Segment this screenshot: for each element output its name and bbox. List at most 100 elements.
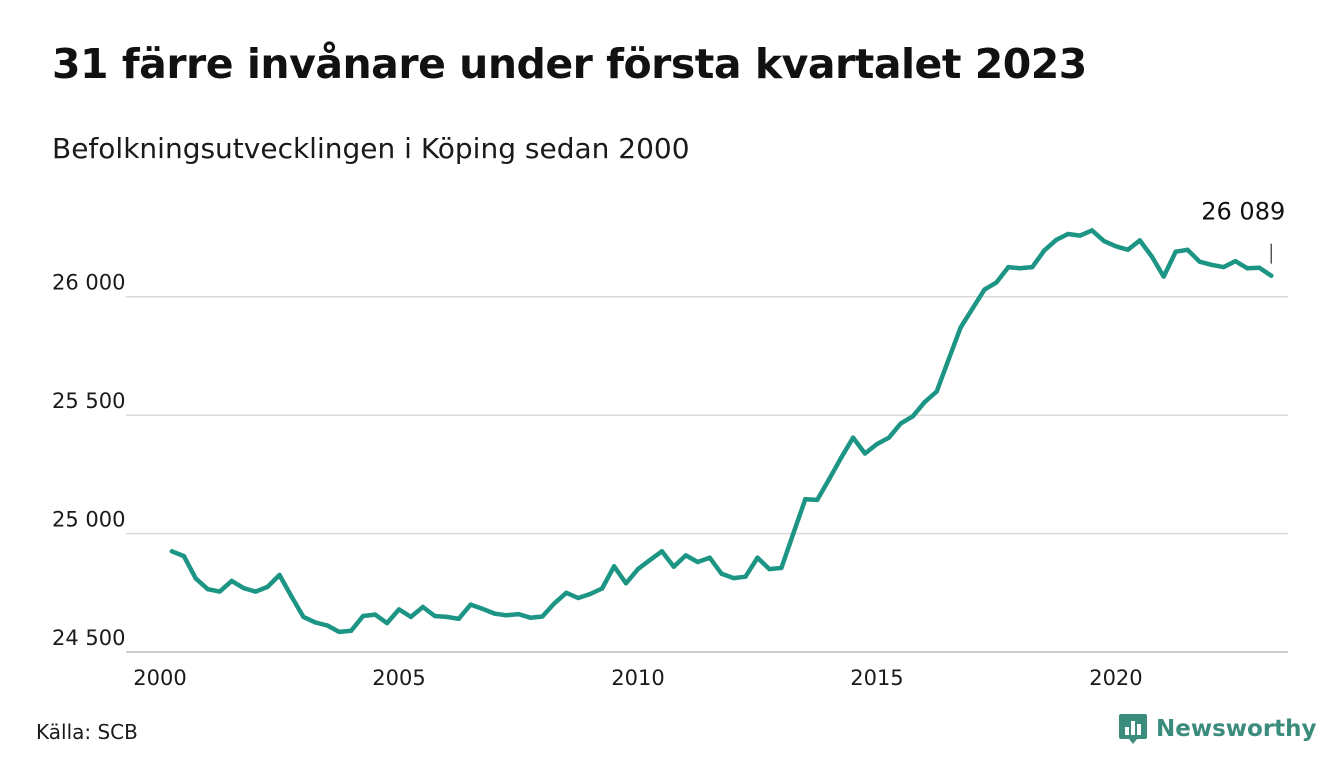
data-point (1113, 244, 1119, 249)
data-point (743, 574, 748, 579)
y-tick-label: 26 000 (52, 271, 125, 295)
data-point (1054, 237, 1059, 243)
data-point (707, 555, 712, 560)
data-point (552, 601, 557, 606)
data-point (564, 590, 569, 595)
data-point (838, 455, 844, 460)
data-point (1065, 231, 1071, 237)
data-point (444, 614, 449, 620)
data-point (599, 586, 605, 591)
data-point (217, 589, 222, 594)
data-point (372, 612, 378, 617)
data-point (408, 614, 414, 620)
data-point (1125, 247, 1131, 252)
data-point (1006, 264, 1011, 270)
data-point (229, 578, 234, 584)
data-point (1209, 262, 1214, 267)
newsworthy-logo-icon (1119, 714, 1147, 744)
data-point (396, 607, 402, 612)
data-points (169, 228, 1274, 635)
data-point (265, 584, 270, 590)
data-point (1269, 273, 1274, 278)
data-point (456, 616, 461, 621)
data-point (827, 476, 832, 482)
data-point (384, 620, 390, 626)
data-point (779, 565, 784, 571)
data-point (325, 623, 330, 628)
data-point (934, 389, 939, 394)
data-point (994, 280, 999, 285)
data-point (360, 613, 366, 619)
data-point (1245, 266, 1250, 271)
data-point (898, 421, 903, 426)
data-point (850, 435, 856, 440)
data-point (982, 287, 987, 292)
data-point (540, 614, 545, 619)
data-point (1173, 249, 1178, 254)
data-point (528, 615, 533, 620)
data-point (731, 575, 736, 581)
data-point (1197, 259, 1202, 264)
data-point (946, 357, 951, 362)
data-point (1018, 266, 1023, 271)
newsworthy-brand: Newsworthy (1118, 712, 1317, 746)
data-point (313, 620, 318, 625)
data-point (193, 576, 198, 581)
data-point (420, 604, 426, 610)
data-point (1137, 238, 1143, 243)
data-point (886, 435, 892, 440)
data-point (337, 629, 342, 635)
brand-name: Newsworthy (1156, 716, 1317, 742)
data-point (253, 589, 258, 594)
data-point (516, 611, 521, 617)
data-point (480, 606, 485, 612)
data-point (815, 497, 820, 503)
data-point (874, 441, 880, 447)
data-point (958, 325, 963, 330)
data-point (277, 572, 282, 578)
data-point (432, 613, 437, 619)
x-tick-label: 2010 (611, 666, 664, 690)
chart-subtitle: Befolkningsutvecklingen i Köping sedan 2… (52, 132, 690, 165)
data-point (301, 614, 306, 620)
data-point (910, 414, 915, 419)
data-point (671, 564, 676, 569)
data-point (504, 613, 509, 618)
data-point (1089, 228, 1095, 233)
data-point (1101, 238, 1107, 244)
data-point (468, 602, 473, 607)
data-point (647, 557, 653, 563)
data-point (623, 581, 629, 586)
data-point (1042, 248, 1047, 253)
data-point (803, 497, 808, 502)
data-point (695, 559, 700, 565)
data-point (576, 595, 581, 601)
data-point (588, 591, 593, 597)
y-tick-label: 25 000 (52, 508, 125, 532)
data-point (1161, 274, 1166, 279)
data-point (289, 594, 294, 599)
x-tick-label: 2015 (850, 666, 903, 690)
data-point (492, 611, 497, 616)
data-point (611, 564, 617, 569)
data-point (683, 553, 688, 558)
data-point (205, 587, 210, 592)
data-point (1257, 265, 1262, 270)
data-point (862, 451, 868, 456)
x-tick-label: 2005 (372, 666, 425, 690)
data-point (970, 306, 975, 311)
x-axis-tick-labels: 2000 2005 2010 2015 2020 (133, 666, 1142, 690)
chart-title: 31 färre invånare under första kvartalet… (52, 40, 1087, 88)
data-point (635, 566, 641, 572)
data-point (922, 399, 927, 405)
data-point (719, 571, 724, 576)
data-point (791, 531, 796, 536)
x-tick-label: 2000 (133, 666, 186, 690)
data-point (169, 549, 175, 554)
data-point (1030, 264, 1035, 270)
data-point (1077, 233, 1083, 238)
data-point (1233, 259, 1238, 264)
data-point (241, 585, 246, 591)
data-point (1221, 264, 1226, 270)
